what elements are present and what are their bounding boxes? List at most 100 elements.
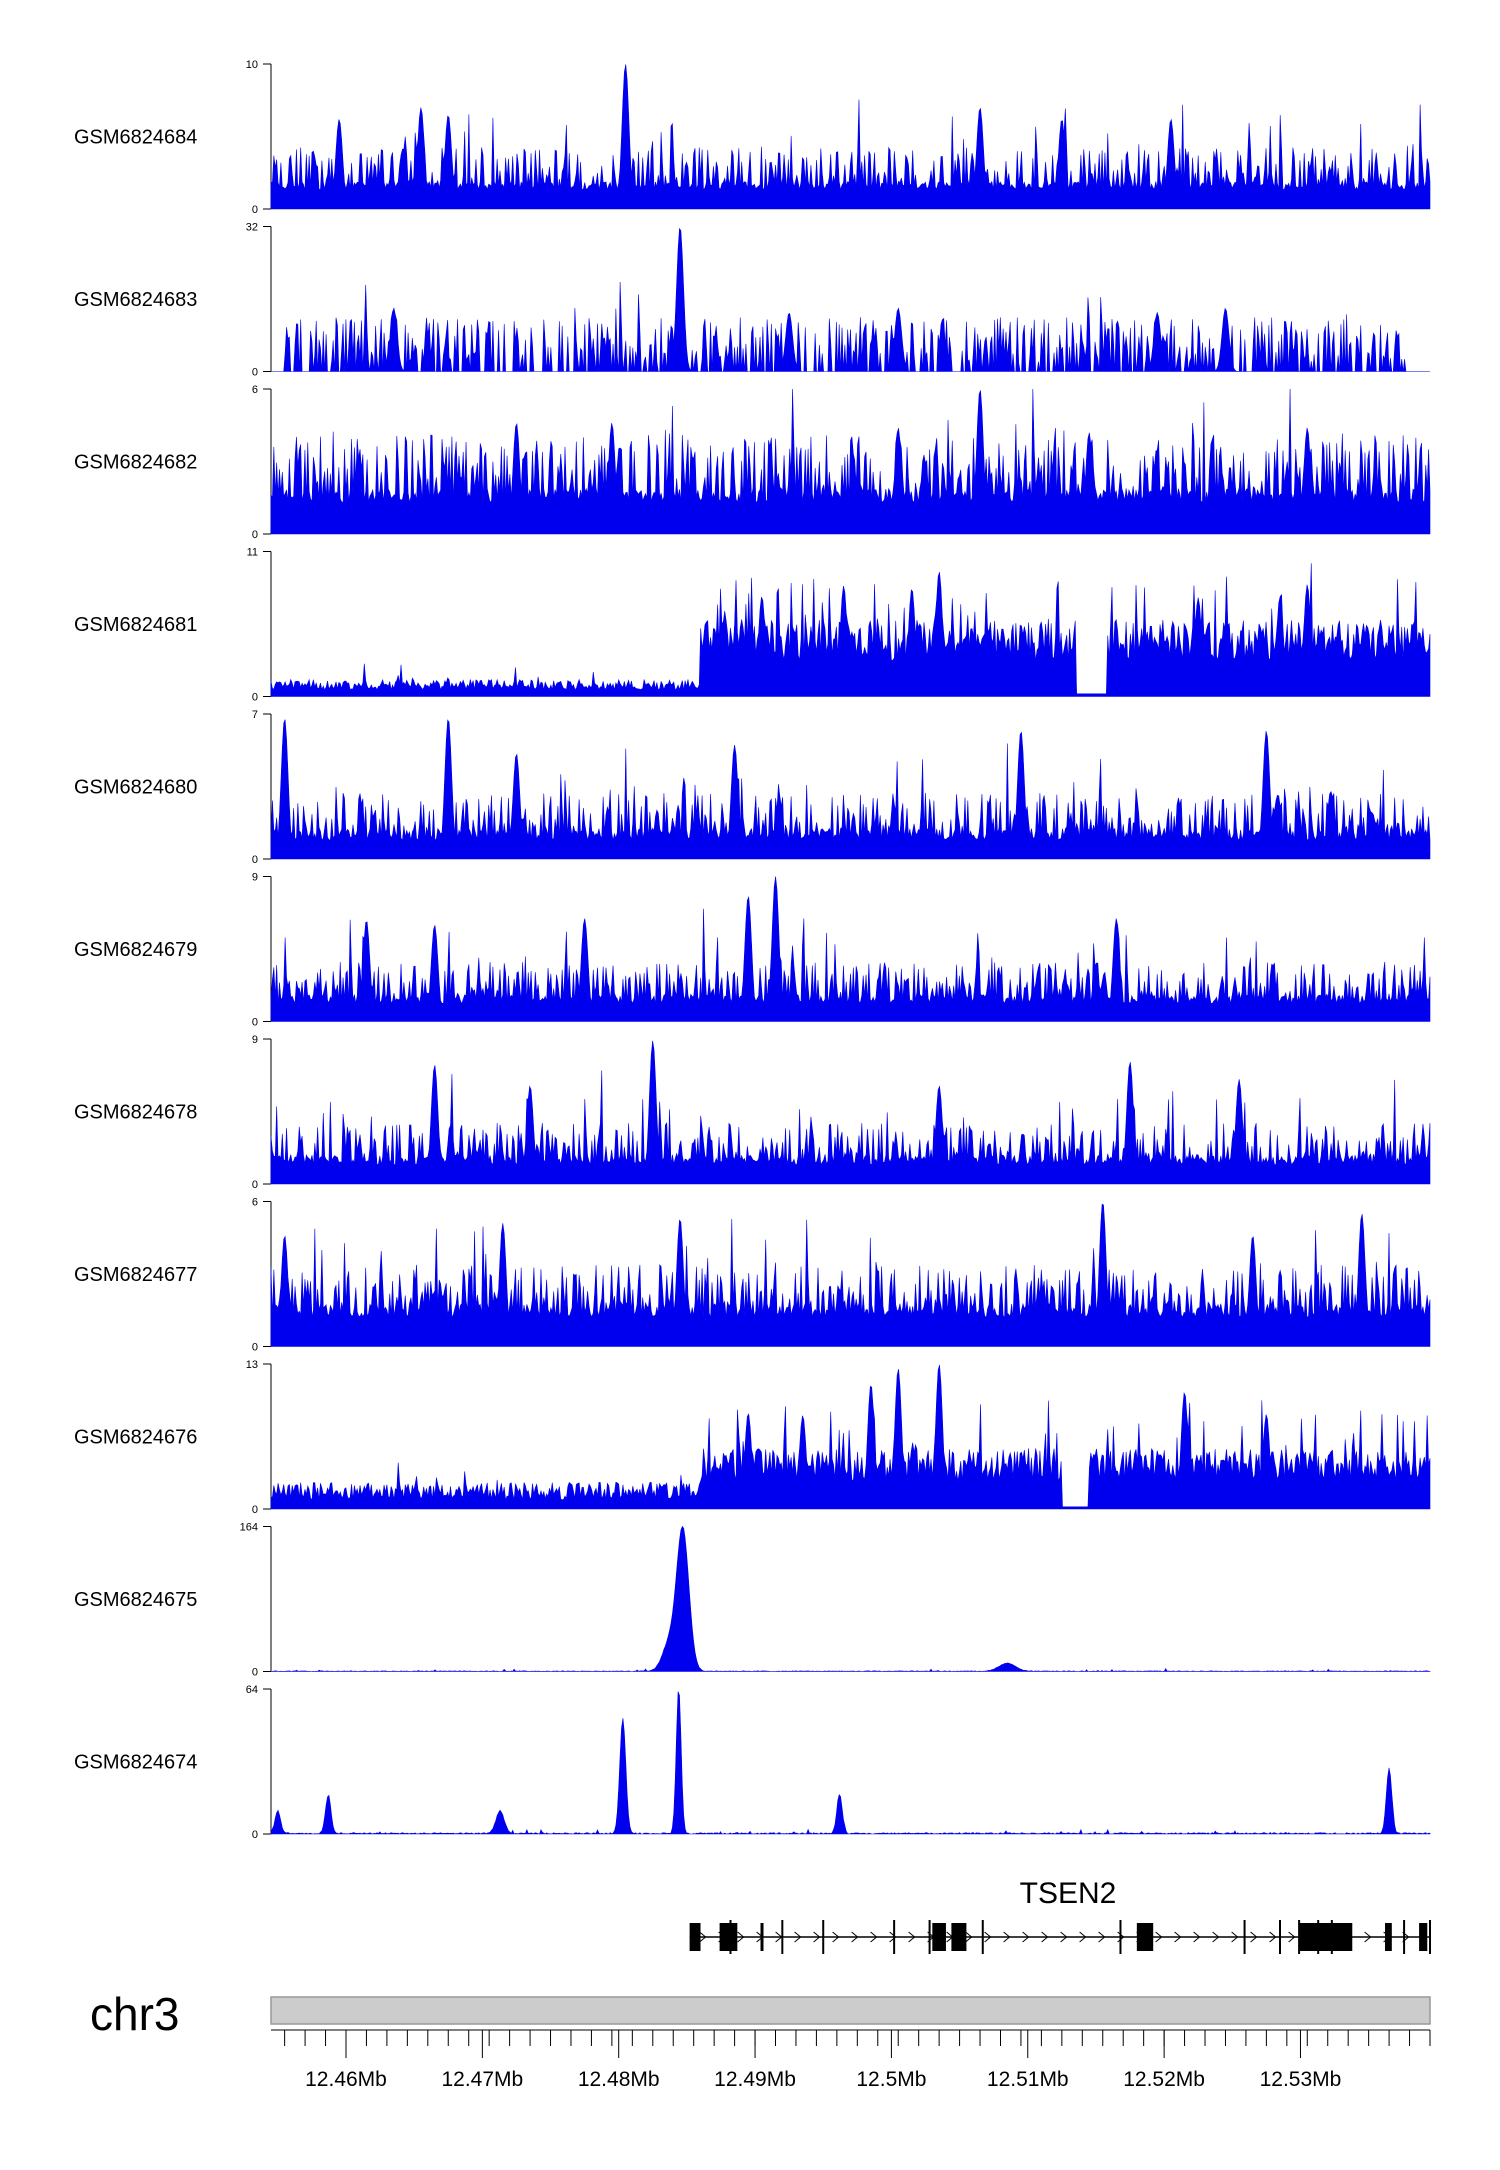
x-tick-label: 12.53Mb bbox=[1260, 2068, 1342, 2091]
track-label: GSM6824678 bbox=[74, 1102, 197, 1124]
strand-arrow bbox=[1193, 1931, 1201, 1943]
exon-block bbox=[760, 1923, 764, 1951]
strand-arrow bbox=[1060, 1931, 1068, 1943]
exon-block bbox=[932, 1923, 946, 1951]
strand-arrow bbox=[984, 1931, 992, 1943]
strand-arrow bbox=[737, 1931, 745, 1943]
signal-area bbox=[270, 1364, 1431, 1510]
strand-arrow bbox=[794, 1931, 802, 1943]
y-min-label: 0 bbox=[252, 1342, 258, 1354]
exon-block bbox=[1136, 1923, 1154, 1951]
chromosome-label: chr3 bbox=[90, 1988, 179, 2040]
y-max-label: 13 bbox=[246, 1359, 258, 1371]
strand-arrow bbox=[965, 1931, 973, 1943]
strand-arrow bbox=[1079, 1931, 1087, 1943]
y-max-label: 9 bbox=[252, 872, 258, 884]
track-label: GSM6824679 bbox=[74, 939, 197, 961]
y-min-label: 0 bbox=[252, 1829, 258, 1841]
y-max-label: 11 bbox=[247, 547, 258, 559]
track-label: GSM6824681 bbox=[74, 614, 197, 636]
ideogram-track: chr3 bbox=[90, 1988, 1431, 2040]
y-min-label: 0 bbox=[252, 529, 258, 541]
track-GSM6824683: GSM6824683 32 0 bbox=[74, 222, 1430, 379]
signal-area bbox=[271, 227, 1430, 372]
y-min-label: 0 bbox=[252, 1667, 258, 1679]
y-max-label: 6 bbox=[252, 384, 258, 396]
signal-area bbox=[270, 1525, 1431, 1672]
y-max-label: 32 bbox=[246, 222, 258, 234]
strand-arrow bbox=[1212, 1931, 1220, 1943]
track-label: GSM6824674 bbox=[74, 1752, 197, 1774]
strand-arrow bbox=[1003, 1931, 1011, 1943]
signal-area bbox=[270, 876, 1431, 1022]
signal-area bbox=[270, 1691, 1431, 1835]
y-max-label: 9 bbox=[252, 1034, 258, 1046]
track-GSM6824674: GSM6824674 64 0 bbox=[74, 1684, 1431, 1841]
track-GSM6824681: GSM6824681 11 0 bbox=[74, 547, 1431, 704]
track-GSM6824675: GSM6824675 164 0 bbox=[74, 1522, 1431, 1679]
strand-arrow bbox=[1022, 1931, 1030, 1943]
track-label: GSM6824684 bbox=[74, 127, 197, 149]
track-label: GSM6824682 bbox=[74, 452, 197, 474]
track-label: GSM6824677 bbox=[74, 1264, 197, 1286]
strand-arrow bbox=[1174, 1931, 1182, 1943]
strand-arrow bbox=[1269, 1931, 1277, 1943]
y-min-label: 0 bbox=[252, 204, 258, 216]
track-label: GSM6824676 bbox=[74, 1427, 197, 1449]
track-label: GSM6824675 bbox=[74, 1589, 197, 1611]
strand-arrow bbox=[1098, 1931, 1106, 1943]
y-min-label: 0 bbox=[252, 367, 258, 379]
signal-area bbox=[270, 563, 1431, 697]
y-min-label: 0 bbox=[252, 1017, 258, 1029]
strand-arrow bbox=[699, 1931, 707, 1943]
genomic-axis: 12.46Mb 12.47Mb 12.48Mb 12.49Mb 12.5Mb 12.51M… bbox=[271, 2029, 1431, 2091]
chromosome-ideogram bbox=[270, 1996, 1431, 2025]
track-label: GSM6824680 bbox=[74, 777, 197, 799]
track-GSM6824682: GSM6824682 6 0 bbox=[74, 384, 1431, 541]
tracks-group: GSM6824684100GSM6824683320GSM682468260GS… bbox=[74, 59, 1431, 1841]
track-GSM6824680: GSM6824680 7 0 bbox=[74, 709, 1431, 866]
track-GSM6824684: GSM6824684 10 0 bbox=[74, 59, 1431, 216]
y-max-label: 7 bbox=[252, 709, 258, 721]
strand-arrow bbox=[832, 1931, 840, 1943]
strand-arrow bbox=[1155, 1931, 1163, 1943]
x-tick-label: 12.51Mb bbox=[987, 2068, 1069, 2091]
strand-arrow bbox=[870, 1931, 878, 1943]
y-max-label: 64 bbox=[246, 1684, 258, 1696]
exon-block bbox=[1419, 1923, 1428, 1951]
y-min-label: 0 bbox=[252, 854, 258, 866]
track-GSM6824679: GSM6824679 9 0 bbox=[74, 872, 1431, 1029]
x-tick-label: 12.48Mb bbox=[578, 2068, 660, 2091]
signal-area bbox=[270, 719, 1431, 860]
y-max-label: 164 bbox=[240, 1522, 258, 1534]
x-tick-label: 12.46Mb bbox=[305, 2068, 387, 2091]
gene-label: TSEN2 bbox=[1020, 1877, 1117, 1910]
signal-area bbox=[270, 388, 1431, 535]
track-GSM6824678: GSM6824678 9 0 bbox=[74, 1034, 1431, 1191]
x-tick-label: 12.49Mb bbox=[714, 2068, 796, 2091]
track-label: GSM6824683 bbox=[74, 289, 197, 311]
x-tick-label: 12.47Mb bbox=[441, 2068, 523, 2091]
strand-arrow bbox=[851, 1931, 859, 1943]
y-max-label: 10 bbox=[246, 59, 258, 71]
x-tick-label: 12.52Mb bbox=[1123, 2068, 1205, 2091]
strand-arrow bbox=[1041, 1931, 1049, 1943]
y-max-label: 6 bbox=[252, 1197, 258, 1209]
strand-arrow bbox=[1288, 1931, 1296, 1943]
y-min-label: 0 bbox=[252, 1179, 258, 1191]
strand-arrow bbox=[908, 1931, 916, 1943]
signal-area bbox=[270, 1040, 1431, 1185]
strand-arrow bbox=[1231, 1931, 1239, 1943]
exon-block bbox=[951, 1923, 967, 1951]
x-tick-label: 12.5Mb bbox=[856, 2068, 926, 2091]
signal-area bbox=[270, 64, 1431, 210]
strand-arrow bbox=[1364, 1931, 1372, 1943]
exon-block bbox=[1299, 1923, 1353, 1951]
signal-area bbox=[270, 1203, 1431, 1347]
exon-block bbox=[719, 1923, 738, 1951]
strand-arrow bbox=[889, 1931, 897, 1943]
y-min-label: 0 bbox=[252, 692, 258, 704]
y-min-label: 0 bbox=[252, 1504, 258, 1516]
gene-track: TSEN2 bbox=[689, 1877, 1431, 1954]
